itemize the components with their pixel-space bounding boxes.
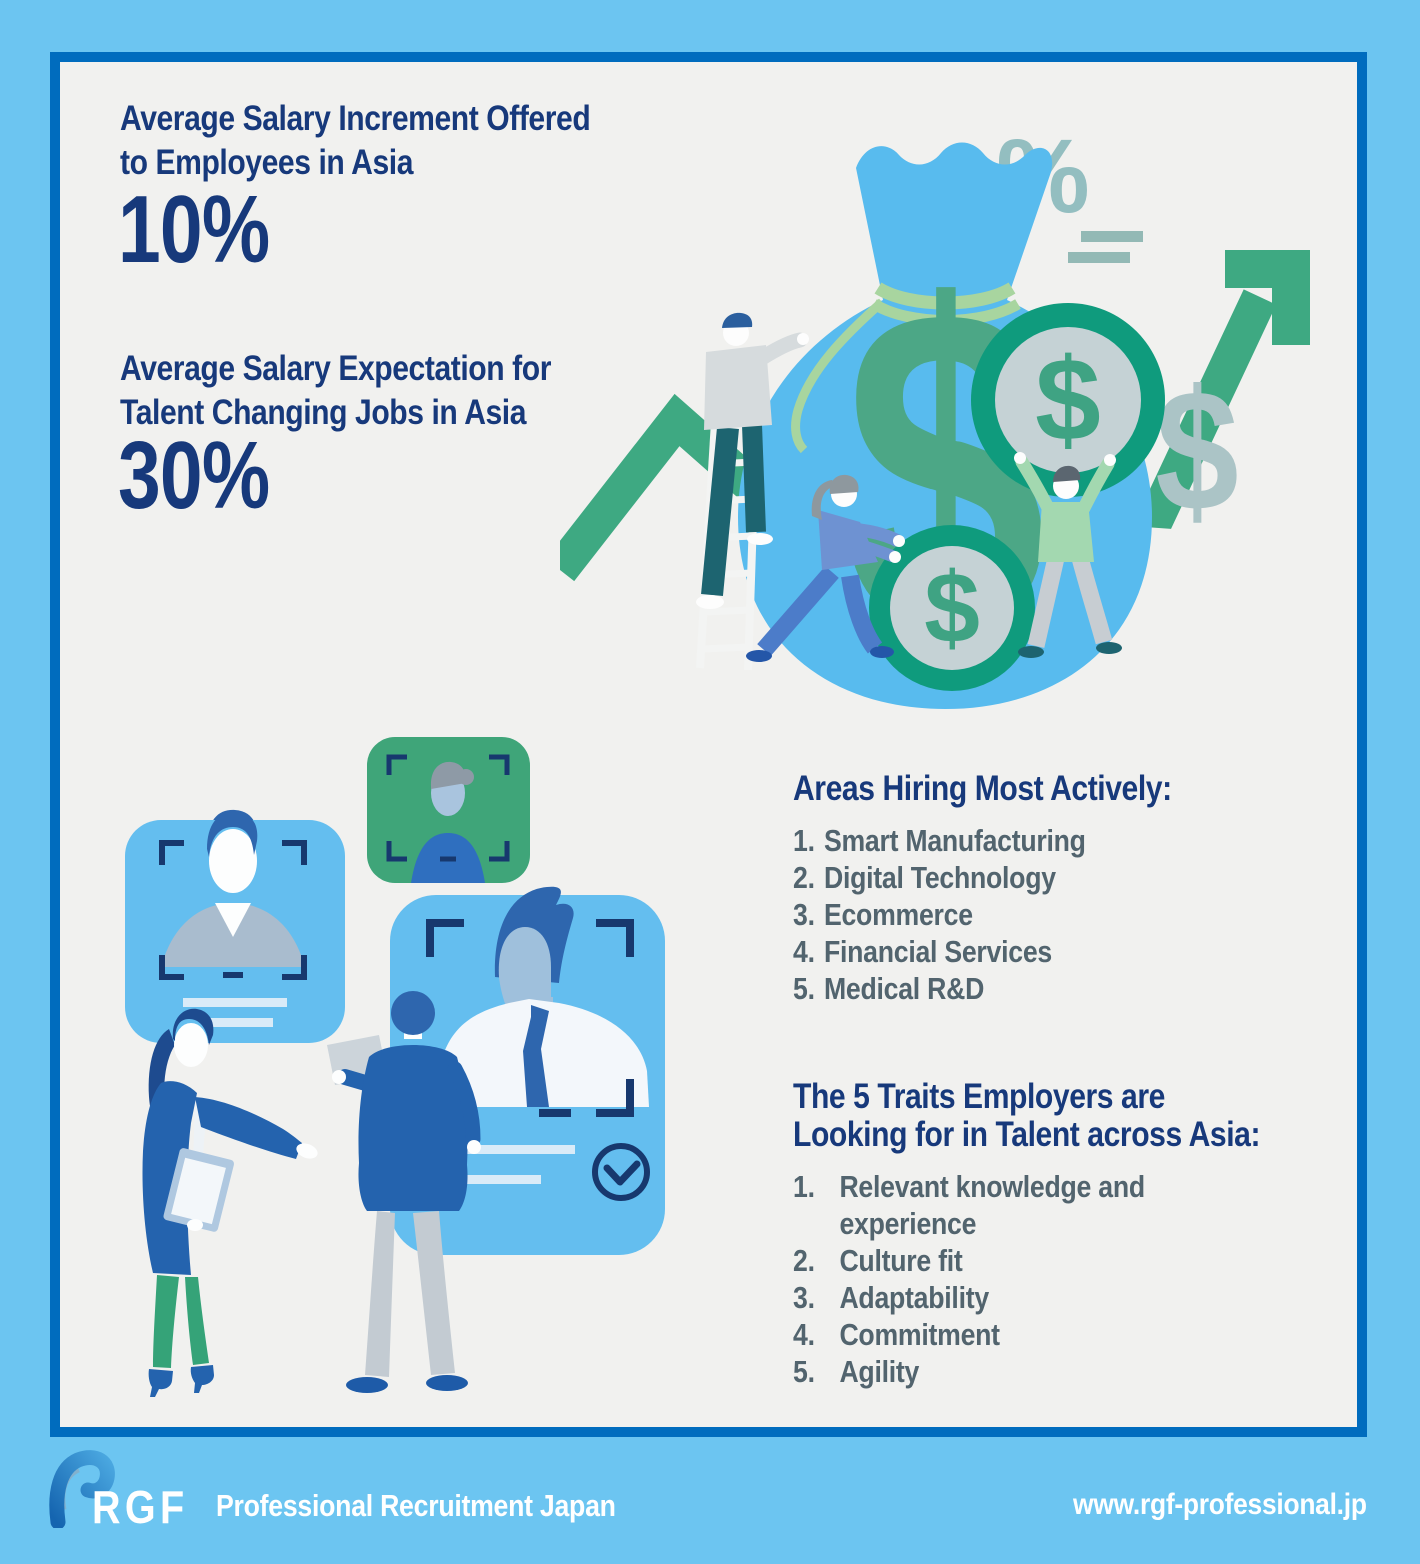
check-circle-icon [592, 1143, 650, 1201]
list-item: 2. Culture fit [793, 1242, 1260, 1279]
profile-text-line [207, 1018, 273, 1027]
list-item: 5. Medical R&D [793, 970, 1172, 1007]
list-text: Commitment [839, 1317, 1000, 1352]
person-on-ladder [696, 312, 809, 609]
focus-bracket-icon [386, 754, 510, 862]
list-text: Ecommerce [823, 897, 973, 932]
areas-section: Areas Hiring Most Actively: 1. Smart Manu… [793, 770, 1172, 1007]
traits-title-line1: The 5 Traits Employers are [793, 1077, 1165, 1116]
profile-card-green [367, 737, 530, 883]
list-item: 4. Commitment [793, 1316, 1260, 1353]
stat-expectation-label-line1: Average Salary Expectation for [120, 349, 551, 388]
coin-dollar-icon: $ [924, 552, 980, 664]
stat-increment-value: 10% [118, 176, 270, 283]
profile-card-blue-small [125, 809, 345, 1043]
tie [523, 1005, 549, 1107]
person-pushing-coin [746, 474, 905, 662]
stat-increment-label-line2: to Employees in Asia [120, 143, 414, 182]
list-item: 3. Adaptability [793, 1279, 1260, 1316]
list-item: 2. Digital Technology [793, 859, 1172, 896]
list-item: 4. Financial Services [793, 933, 1172, 970]
list-number: 4. [793, 934, 815, 969]
list-text: Financial Services [823, 934, 1052, 969]
traits-title-line2: Looking for in Talent across Asia: [793, 1115, 1261, 1154]
list-number: 3. [793, 1280, 815, 1315]
footer-tagline: Professional Recruitment Japan [216, 1488, 616, 1523]
profile-text-line [455, 1175, 541, 1184]
dollar-gray-icon: $ [1155, 355, 1238, 547]
list-number: 2. [793, 860, 815, 895]
stat-increment-label-line1: Average Salary Increment Offered [120, 99, 591, 138]
equals-icon [1068, 231, 1143, 263]
profile-text-line [455, 1145, 575, 1154]
stat-expectation-label-line2: Talent Changing Jobs in Asia [120, 393, 527, 432]
list-text: Adaptability [839, 1280, 989, 1315]
list-number: 4. [793, 1317, 815, 1352]
list-number: 5. [793, 971, 815, 1006]
areas-list: 1. Smart Manufacturing 2. Digital Technolo… [793, 822, 1172, 1007]
list-item: 3. Ecommerce [793, 896, 1172, 933]
stat-expectation: Average Salary Expectation for Talent Ch… [120, 347, 551, 435]
footer-url: www.rgf-professional.jp [1073, 1488, 1367, 1521]
focus-bracket-icon [159, 840, 307, 980]
bag-rope [791, 298, 885, 454]
clipboard [163, 1148, 235, 1232]
list-item: 1. Relevant knowledge and experience [793, 1168, 1260, 1242]
traits-list: 1. Relevant knowledge and experience 2. Cu… [793, 1168, 1260, 1390]
profile-text-line [183, 998, 287, 1007]
list-item: 1. Smart Manufacturing [793, 822, 1172, 859]
areas-title: Areas Hiring Most Actively: [793, 769, 1172, 808]
stat-expectation-value: 30% [118, 422, 270, 529]
coin-lower: $ [869, 525, 1035, 691]
list-text: Digital Technology [823, 860, 1056, 895]
person-recruiter-woman [142, 1008, 318, 1397]
traits-section: The 5 Traits Employers are Looking for i… [793, 1078, 1260, 1390]
person-recruiter-man [327, 991, 481, 1393]
list-text: Medical R&D [823, 971, 985, 1006]
list-item: 5. Agility [793, 1353, 1260, 1390]
rgf-arch-icon [49, 1450, 115, 1528]
person-lifting-coin [1014, 452, 1122, 658]
list-number: 1. [793, 1169, 815, 1204]
list-text: Smart Manufacturing [823, 823, 1086, 858]
list-number: 3. [793, 897, 815, 932]
rgf-logo-text: RGF [92, 1481, 189, 1533]
list-number: 5. [793, 1354, 815, 1389]
stat-increment: Average Salary Increment Offered to Empl… [120, 97, 591, 185]
money-growth-illustration: % $ $ $ $ [560, 118, 1310, 710]
coin-upper: $ [971, 303, 1165, 497]
list-text: Culture fit [839, 1243, 963, 1278]
list-number: 2. [793, 1243, 815, 1278]
list-text: Agility [839, 1354, 920, 1389]
coin-dollar-icon: $ [1035, 334, 1101, 466]
list-number: 1. [793, 823, 815, 858]
list-text: Relevant knowledge and experience [839, 1169, 1145, 1241]
content-panel [50, 52, 1367, 1437]
talent-profiles-illustration [125, 737, 665, 1397]
